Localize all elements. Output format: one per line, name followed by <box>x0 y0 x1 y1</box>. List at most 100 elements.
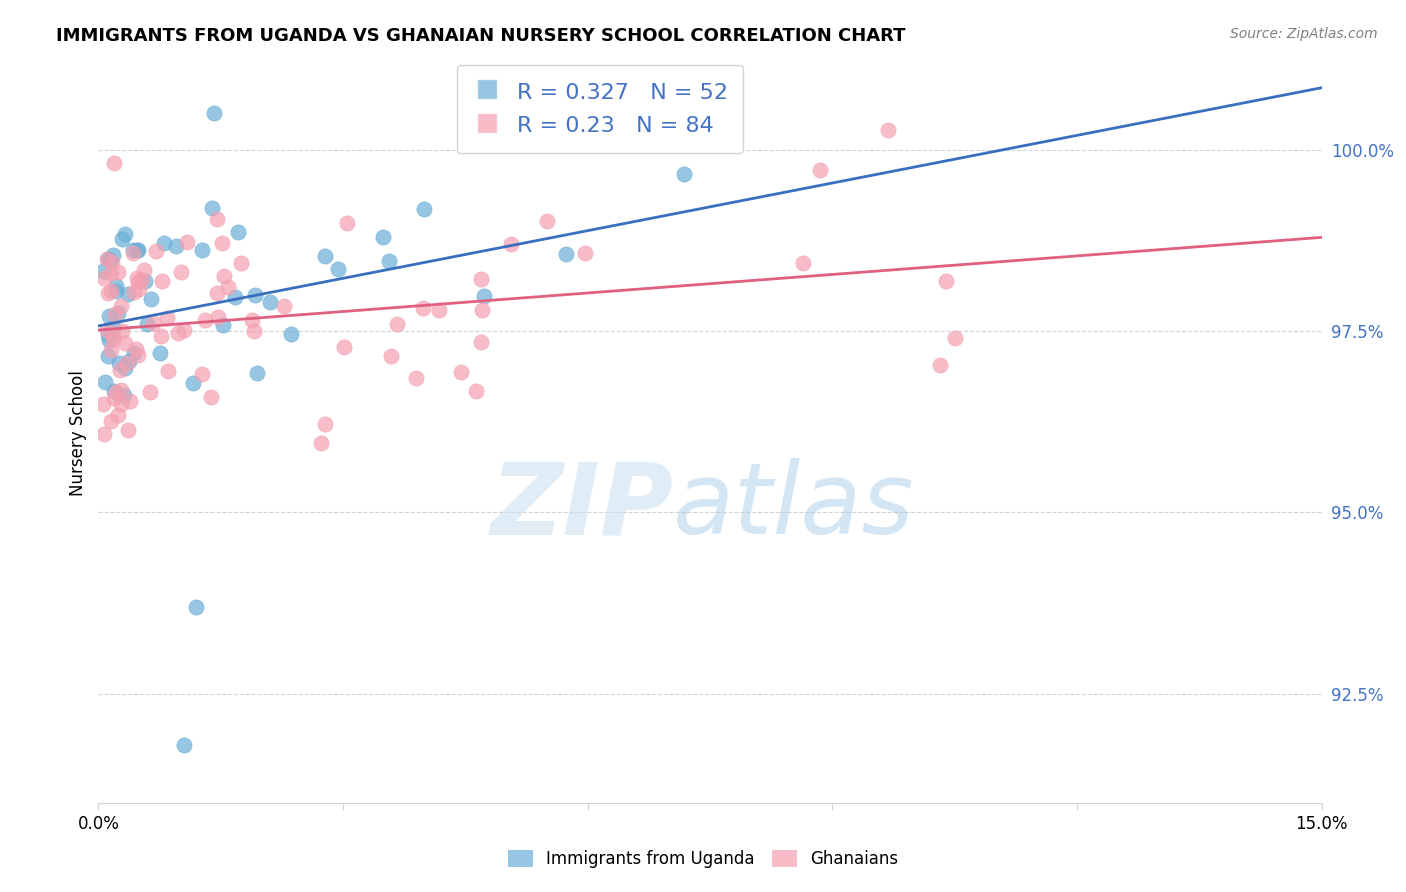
Point <box>104 384 127 399</box>
Point <box>111 232 134 246</box>
Point <box>122 243 145 257</box>
Point <box>280 326 302 341</box>
Point <box>103 320 125 334</box>
Point <box>259 295 281 310</box>
Point <box>136 317 159 331</box>
Point <box>107 306 129 320</box>
Point <box>242 324 264 338</box>
Point <box>935 274 957 288</box>
Point <box>377 254 399 268</box>
Point <box>412 202 434 217</box>
Point <box>173 738 195 752</box>
Point <box>380 350 402 364</box>
Point <box>104 306 127 320</box>
Point <box>110 299 132 313</box>
Point <box>876 123 898 137</box>
Point <box>97 328 120 343</box>
Point <box>336 216 359 230</box>
Point <box>93 271 115 285</box>
Point <box>333 340 356 354</box>
Point <box>224 290 246 304</box>
Text: Source: ZipAtlas.com: Source: ZipAtlas.com <box>1230 27 1378 41</box>
Point <box>465 384 488 398</box>
Point <box>245 287 267 301</box>
Point <box>574 246 596 260</box>
Point <box>114 387 136 401</box>
Point <box>97 252 120 266</box>
Point <box>110 397 132 411</box>
Point <box>110 363 132 377</box>
Point <box>166 238 188 252</box>
Point <box>314 249 336 263</box>
Point <box>472 289 495 303</box>
Point <box>114 361 136 376</box>
Text: atlas: atlas <box>673 458 915 555</box>
Point <box>231 256 253 270</box>
Point <box>142 316 165 330</box>
Point <box>100 285 122 299</box>
Point <box>98 309 121 323</box>
Point <box>120 393 142 408</box>
Point <box>110 383 132 397</box>
Point <box>127 271 149 285</box>
Point <box>100 414 122 428</box>
Point <box>107 408 129 422</box>
Point <box>122 285 145 299</box>
Point <box>207 310 229 324</box>
Point <box>536 214 558 228</box>
Point <box>673 167 696 181</box>
Point <box>101 332 124 346</box>
Point <box>191 243 214 257</box>
Point <box>943 331 966 345</box>
Point <box>105 284 128 298</box>
Point <box>471 302 494 317</box>
Point <box>108 356 131 370</box>
Point <box>93 426 115 441</box>
Point <box>98 333 121 347</box>
Point <box>470 335 492 350</box>
Point <box>427 302 450 317</box>
Point <box>93 376 115 390</box>
Point <box>371 230 394 244</box>
Point <box>139 292 162 306</box>
Y-axis label: Nursery School: Nursery School <box>69 369 87 496</box>
Point <box>929 358 952 372</box>
Point <box>103 155 125 169</box>
Point <box>205 211 228 226</box>
Text: ZIP: ZIP <box>491 458 673 555</box>
Point <box>100 255 122 269</box>
Text: IMMIGRANTS FROM UGANDA VS GHANAIAN NURSERY SCHOOL CORRELATION CHART: IMMIGRANTS FROM UGANDA VS GHANAIAN NURSE… <box>56 27 905 45</box>
Point <box>555 247 578 261</box>
Point <box>212 269 235 284</box>
Point <box>499 237 522 252</box>
Point <box>450 365 472 379</box>
Point <box>110 324 132 338</box>
Point <box>200 390 222 404</box>
Point <box>118 353 141 368</box>
Point <box>97 286 120 301</box>
Point <box>149 346 172 360</box>
Point <box>186 599 208 614</box>
Point <box>103 391 125 405</box>
Point <box>117 287 139 301</box>
Point <box>191 368 214 382</box>
Point <box>808 163 831 178</box>
Point <box>114 227 136 241</box>
Point <box>104 279 127 293</box>
Legend: R = 0.327   N = 52, R = 0.23   N = 84: R = 0.327 N = 52, R = 0.23 N = 84 <box>457 65 744 153</box>
Point <box>273 299 295 313</box>
Point <box>128 282 150 296</box>
Point <box>212 318 235 332</box>
Point <box>91 397 114 411</box>
Point <box>387 317 409 331</box>
Point <box>96 252 118 266</box>
Point <box>226 225 249 239</box>
Point <box>100 266 122 280</box>
Point <box>98 252 121 267</box>
Point <box>211 236 233 251</box>
Point <box>103 248 125 262</box>
Point <box>139 384 162 399</box>
Point <box>127 348 149 362</box>
Point <box>100 343 122 357</box>
Point <box>173 323 195 337</box>
